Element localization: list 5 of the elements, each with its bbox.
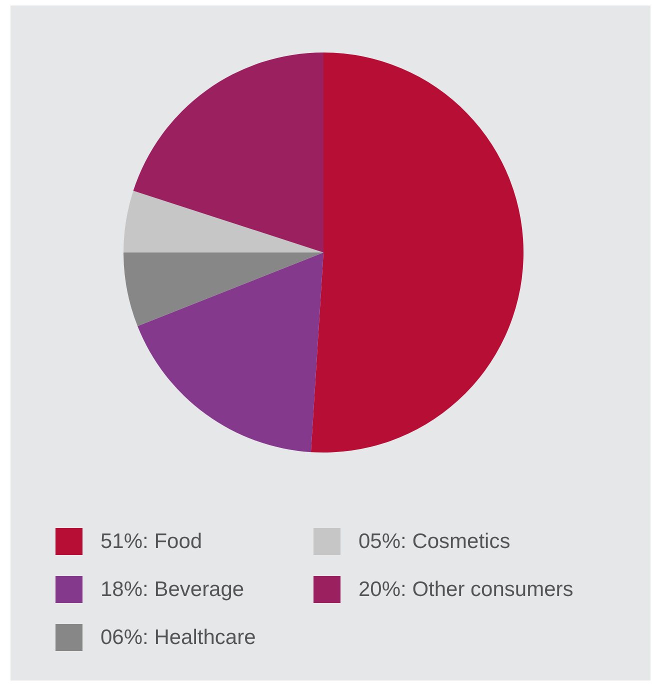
legend-label: 05%: Cosmetics xyxy=(358,530,510,553)
legend-label: 20%: Other consumers xyxy=(358,578,574,601)
legend-label: 06%: Healthcare xyxy=(100,626,256,649)
legend-label: 18%: Beverage xyxy=(100,578,244,601)
legend-label: 51%: Food xyxy=(100,530,202,553)
